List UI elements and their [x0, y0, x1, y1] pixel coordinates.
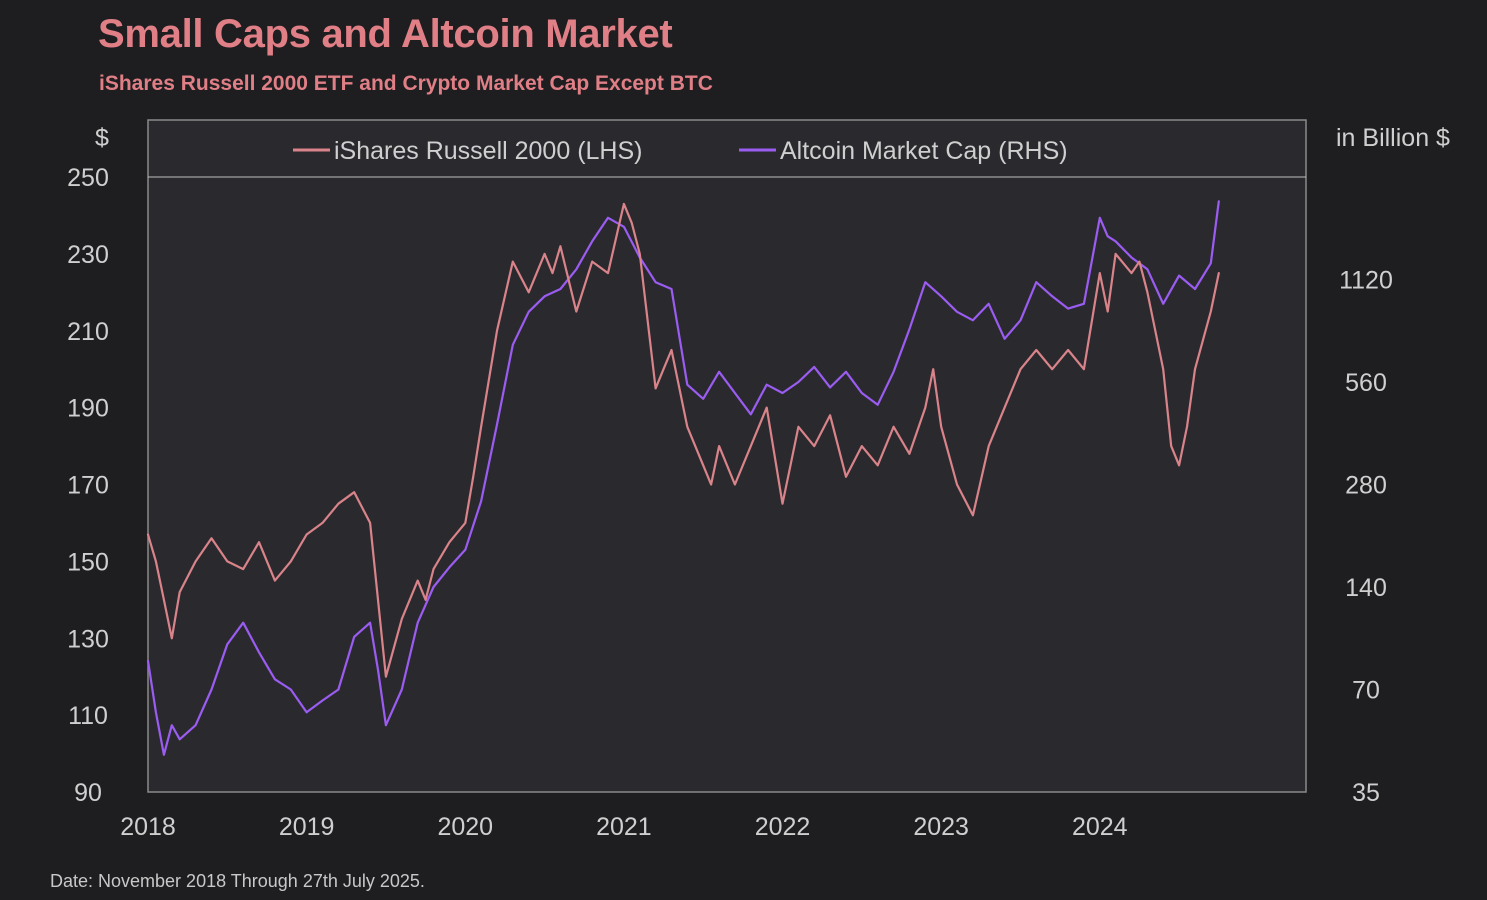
- chart-title: Small Caps and Altcoin Market: [98, 12, 673, 56]
- series-line-altcoin: [146, 200, 1220, 756]
- legend-label-russell: iShares Russell 2000 (LHS): [334, 137, 642, 165]
- x-tick-label: 2023: [913, 813, 969, 841]
- left-axis-label: $: [95, 124, 109, 152]
- left-tick-label: 130: [67, 625, 109, 653]
- series-layer: [146, 200, 1220, 756]
- chart-subtitle: iShares Russell 2000 ETF and Crypto Mark…: [99, 72, 713, 95]
- left-axis-ticks: 90 110 130 150 170 190 210 230 250: [67, 164, 109, 807]
- right-tick-label: 280: [1345, 472, 1387, 500]
- right-axis-ticks: 35 70 140 280 560 1120: [1339, 267, 1393, 808]
- x-tick-label: 2020: [437, 813, 493, 841]
- left-tick-label: 110: [68, 702, 108, 730]
- x-tick-label: 2022: [755, 813, 811, 841]
- left-tick-label: 210: [67, 318, 109, 346]
- x-tick-label: 2024: [1072, 813, 1128, 841]
- left-tick-label: 230: [67, 241, 109, 269]
- right-tick-label: 560: [1345, 369, 1387, 397]
- x-tick-label: 2018: [120, 813, 176, 841]
- left-tick-label: 170: [67, 472, 109, 500]
- left-tick-label: 150: [67, 548, 109, 576]
- right-tick-label: 70: [1352, 677, 1380, 705]
- legend-label-altcoin: Altcoin Market Cap (RHS): [780, 137, 1068, 165]
- plot-area: [147, 119, 1307, 793]
- right-tick-label: 1120: [1339, 267, 1393, 295]
- x-tick-label: 2021: [596, 813, 652, 841]
- right-axis-label: in Billion $: [1336, 124, 1450, 152]
- left-tick-label: 90: [74, 779, 102, 807]
- series-line-russell: [146, 202, 1220, 678]
- right-tick-label: 140: [1345, 574, 1387, 602]
- legend: iShares Russell 2000 (LHS) Altcoin Marke…: [293, 137, 1068, 165]
- date-footnote: Date: November 2018 Through 27th July 20…: [50, 871, 425, 891]
- left-tick-label: 190: [67, 395, 109, 423]
- right-tick-label: 35: [1352, 779, 1380, 807]
- x-axis-ticks: 2018 2019 2020 2021 2022 2023 2024: [120, 813, 1127, 841]
- left-tick-label: 250: [67, 164, 109, 192]
- x-tick-label: 2019: [279, 813, 335, 841]
